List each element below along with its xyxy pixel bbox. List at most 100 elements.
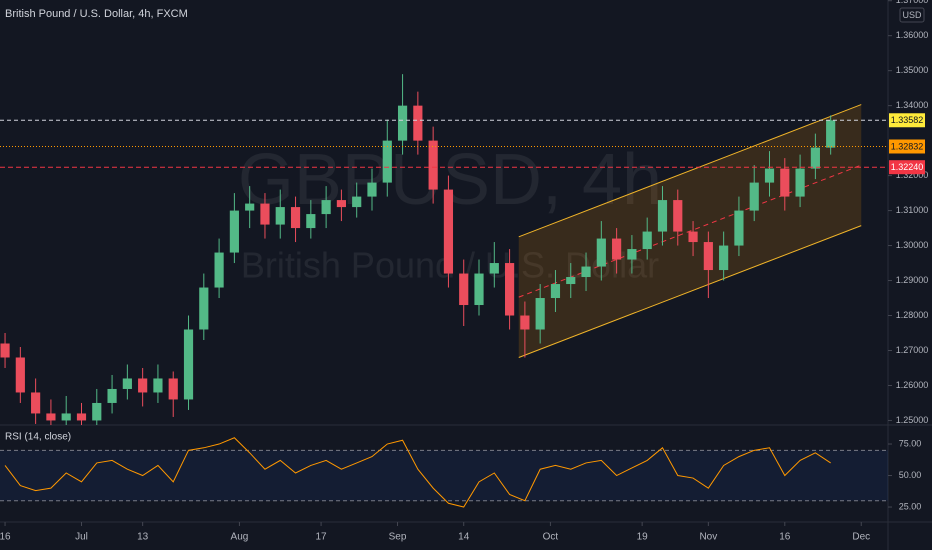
x-tick-label: Oct <box>543 532 559 543</box>
candle-body <box>795 168 805 197</box>
x-tick-label: Aug <box>231 532 249 543</box>
price-level-label: 1.33582 <box>891 115 924 125</box>
candle-body <box>306 214 316 229</box>
y-tick-label: 1.29000 <box>896 275 929 285</box>
candle-body <box>352 196 362 208</box>
candle-body <box>367 182 377 197</box>
candle-body <box>459 273 469 306</box>
x-tick-label: Jul <box>75 532 88 543</box>
candle-body <box>138 378 148 393</box>
candle-body <box>382 140 392 183</box>
candle-body <box>413 105 423 141</box>
y-tick-label: 1.27000 <box>896 345 929 355</box>
x-tick-label: 16 <box>0 532 11 543</box>
currency-label: USD <box>902 10 922 20</box>
candle-body <box>199 287 209 330</box>
candle-body <box>443 189 454 274</box>
candle-body <box>107 388 117 403</box>
candle-body <box>734 210 744 246</box>
x-tick-label: Sep <box>389 532 407 543</box>
candle-body <box>229 210 239 253</box>
candle-body <box>673 200 683 232</box>
x-tick-label: 16 <box>779 532 791 543</box>
channel-lower <box>518 225 862 358</box>
price-level-box <box>889 160 925 175</box>
candle-body <box>15 357 25 393</box>
y-tick-label: 1.36000 <box>896 30 929 40</box>
channel-mid <box>518 164 862 298</box>
y-tick-label: 1.26000 <box>896 380 929 390</box>
candle-body <box>31 392 41 414</box>
candle-body <box>627 249 637 260</box>
y-tick-label: 1.25000 <box>896 415 929 425</box>
candle-body <box>76 413 87 421</box>
candle-body <box>61 413 71 421</box>
candle-body <box>153 378 163 393</box>
rsi-band-fill <box>0 450 888 501</box>
price-level-box <box>889 113 925 128</box>
currency-box <box>899 7 925 23</box>
candle-body <box>122 378 132 389</box>
candle-body <box>749 182 759 211</box>
rsi-line <box>4 437 831 508</box>
candle-body <box>290 207 301 229</box>
candle-body <box>566 277 576 285</box>
candle-body <box>703 242 713 271</box>
candle-body <box>260 203 270 225</box>
candle-body <box>550 284 561 299</box>
y-tick-label: 1.31000 <box>896 205 929 215</box>
candle-body <box>0 343 10 358</box>
x-tick-label: 14 <box>458 532 470 543</box>
candle-body <box>92 402 102 421</box>
x-tick-label: 17 <box>316 532 328 543</box>
chart-title: British Pound / U.S. Dollar, 4h, FXCM <box>5 8 188 20</box>
channel-upper <box>518 104 862 238</box>
candle-body <box>596 238 606 267</box>
candle-body <box>336 200 346 208</box>
price-level-label: 1.32832 <box>891 141 924 151</box>
candle-body <box>688 231 698 243</box>
rsi-title: RSI (14, close) <box>5 432 71 443</box>
candle-body <box>321 200 331 215</box>
candle-body <box>245 203 255 211</box>
price-pane <box>0 74 888 425</box>
candle-body <box>719 245 729 271</box>
price-level-label: 1.32240 <box>891 162 924 172</box>
y-tick-label: 1.37000 <box>896 0 929 5</box>
candle-body <box>520 315 530 330</box>
y-tick-label: 1.34000 <box>896 100 929 110</box>
candle-body <box>397 105 408 141</box>
price-level-box <box>889 139 925 154</box>
candle-body <box>214 252 224 288</box>
y-tick-label: 1.30000 <box>896 240 929 250</box>
candle-body <box>642 231 652 250</box>
candle-body <box>764 168 775 183</box>
candle-body <box>657 200 668 232</box>
x-tick-label: Dec <box>852 532 870 543</box>
x-tick-label: Nov <box>699 532 717 543</box>
candle-body <box>581 266 591 278</box>
candle-body <box>535 298 545 330</box>
y-tick-label: 1.32000 <box>896 170 929 180</box>
x-tick-label: 13 <box>137 532 149 543</box>
candle-body <box>612 238 622 260</box>
x-tick-label: 19 <box>637 532 649 543</box>
candle-body <box>780 168 790 197</box>
candle-body <box>46 413 56 421</box>
rsi-y-tick-label: 75.00 <box>899 438 922 448</box>
rsi-y-tick-label: 50.00 <box>899 470 922 480</box>
candle-body <box>183 329 194 400</box>
candle-body <box>428 140 438 190</box>
y-tick-label: 1.28000 <box>896 310 929 320</box>
rsi-y-tick-label: 25.00 <box>899 501 922 511</box>
candle-body <box>826 120 836 148</box>
rsi-pane <box>0 437 888 508</box>
candle-body <box>168 378 178 400</box>
y-tick-label: 1.35000 <box>896 65 929 75</box>
candle-body <box>275 207 285 225</box>
candle-body <box>810 147 820 169</box>
candle-body <box>505 263 515 316</box>
